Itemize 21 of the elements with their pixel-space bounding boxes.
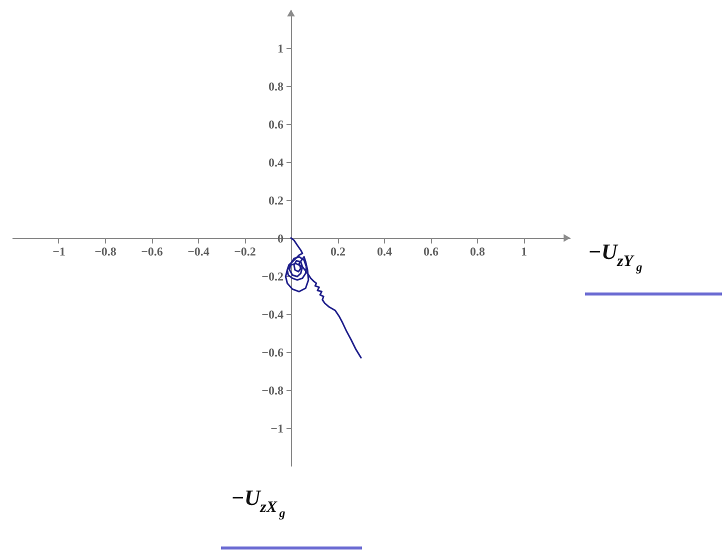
y-tick-label: 0.6: [268, 118, 284, 132]
x-tick-label: −1: [52, 244, 66, 258]
x-tick-label: 0.4: [377, 244, 392, 258]
x-tick-label: −0.2: [234, 244, 256, 258]
x-tick-label: 0.8: [470, 244, 485, 258]
y-tick-label: 0.2: [268, 194, 284, 208]
x-tick-label: −0.8: [94, 244, 116, 258]
x-tick-label: 0.2: [330, 244, 346, 258]
y-tick-label: 0.4: [268, 156, 284, 170]
y-tick-label: 0.8: [268, 80, 284, 94]
y-tick-label: −0.6: [262, 346, 284, 360]
line-series: [284, 237, 362, 358]
x-tick-label: 1: [521, 244, 527, 258]
x-tick-label: 0.6: [424, 244, 438, 258]
y-tick-label: 1: [278, 42, 284, 56]
y-tick-label: −0.8: [262, 384, 284, 398]
y-tick-label: −0.2: [262, 270, 284, 284]
y-tick-label: −1: [270, 422, 284, 436]
y-tick-label: −0.4: [262, 308, 284, 322]
x-tick-label: −0.6: [141, 244, 163, 258]
x-tick-label: −0.4: [188, 244, 210, 258]
